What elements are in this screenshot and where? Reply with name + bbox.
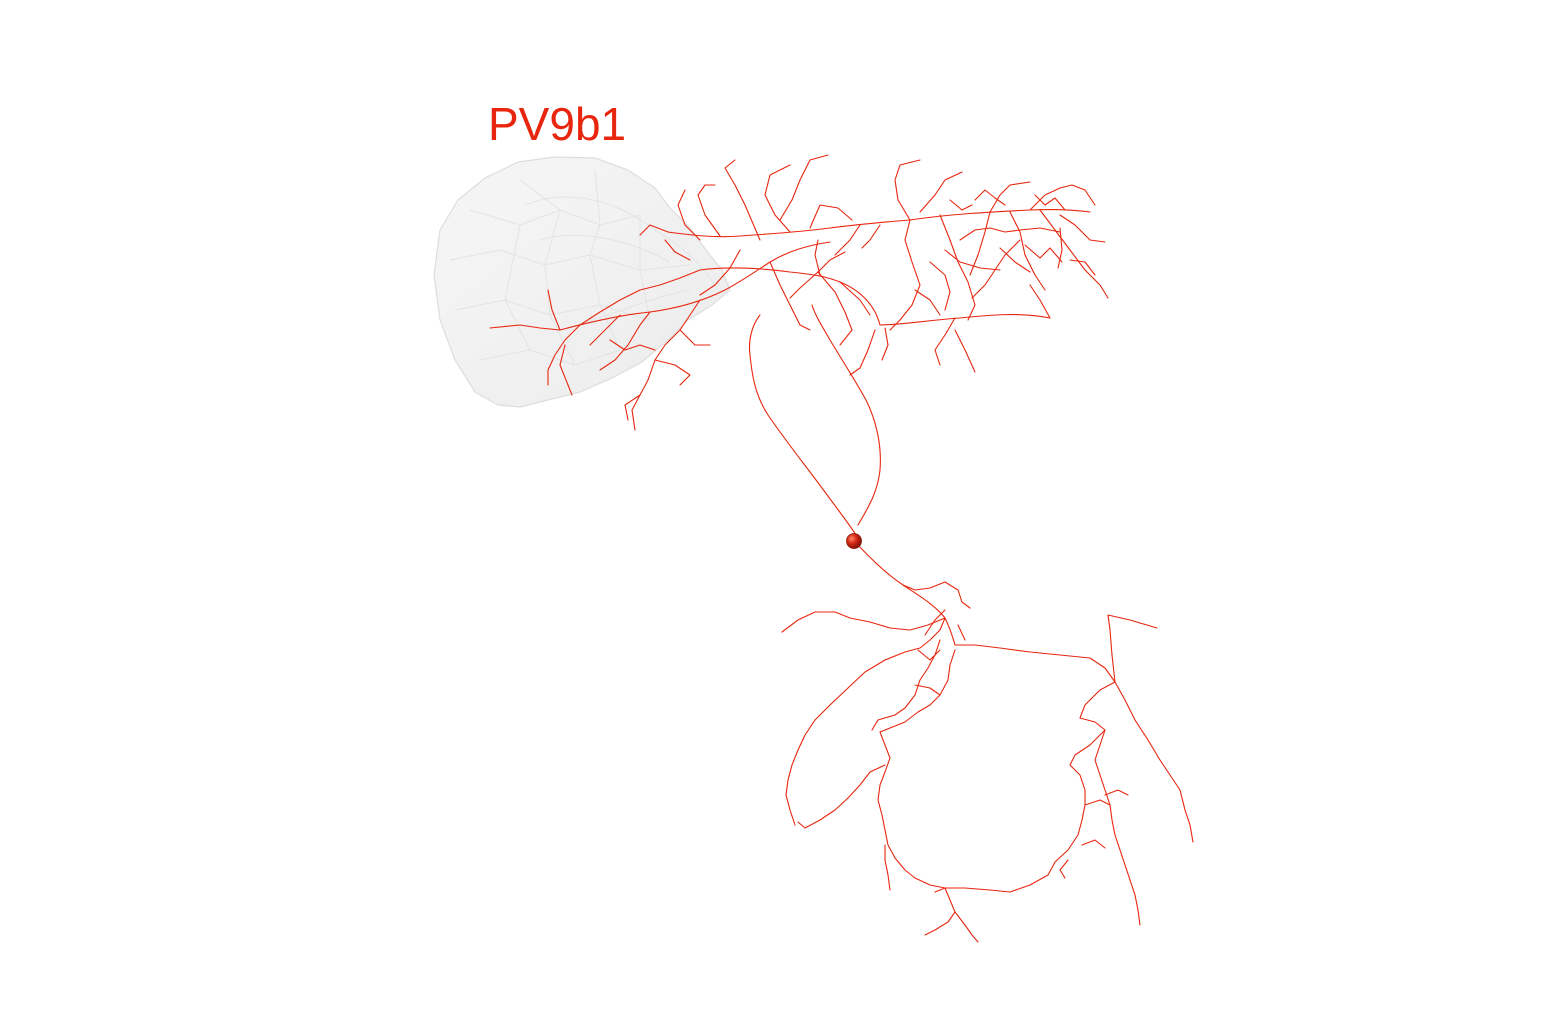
- neurite-branch: [939, 214, 976, 321]
- neurite-branch: [954, 644, 1116, 683]
- neurite-branch: [639, 224, 669, 236]
- neurite-branch: [489, 324, 561, 331]
- neurite-branch: [1079, 681, 1141, 926]
- neurite-branch: [1029, 184, 1096, 211]
- neurite-branch: [1107, 614, 1158, 683]
- neurite-branch: [624, 394, 641, 421]
- neurite-branch: [781, 611, 946, 633]
- neurite-branch: [954, 911, 979, 943]
- neurite-branch: [547, 324, 581, 386]
- neurite-branch: [934, 729, 1106, 893]
- neurite-branch: [1081, 839, 1106, 849]
- soma-sphere: [846, 533, 862, 549]
- neurite-branch: [1114, 681, 1194, 843]
- neurite-branch: [679, 299, 701, 331]
- neurite-branch: [1009, 211, 1046, 291]
- neurite-branch: [924, 609, 946, 636]
- neurite-branch: [959, 227, 1061, 241]
- neuropil-mesh-body: [433, 156, 731, 408]
- neurite-branch: [944, 249, 1001, 271]
- neurite-branch: [547, 289, 561, 331]
- neurite-branch: [779, 154, 829, 221]
- neurite-branch: [654, 359, 691, 386]
- neurite-branch: [1059, 214, 1106, 243]
- lower-arbor-branches: [781, 581, 1194, 943]
- neurite-branch: [764, 164, 791, 233]
- neurite-branch: [631, 329, 681, 431]
- descending-neurite: [857, 544, 956, 646]
- neurite-branch: [974, 189, 1006, 206]
- neurite-branch: [785, 617, 946, 826]
- neuron-label: PV9b1: [488, 98, 627, 150]
- neurite-branch: [919, 171, 963, 213]
- neurite-branch: [894, 159, 921, 221]
- neurite-branch: [839, 281, 871, 316]
- neurite-branch: [724, 159, 761, 241]
- neurite-branch: [917, 649, 941, 661]
- neurite-branch: [817, 271, 853, 346]
- neurite-branch: [949, 199, 973, 211]
- neurite-branch: [579, 269, 701, 326]
- neurite-branch: [934, 317, 956, 366]
- neurite-branch: [902, 581, 971, 609]
- neurite-branch: [999, 247, 1031, 273]
- neurite-branch: [989, 181, 1031, 213]
- upper-trunk-main: [667, 209, 1091, 238]
- upper-trunk-lower: [699, 267, 1051, 326]
- neurite-branch: [1034, 194, 1066, 211]
- neurite-branch: [699, 249, 741, 296]
- neurite-branch: [589, 314, 621, 346]
- neurite-branch: [677, 189, 701, 241]
- neurite-branch: [914, 684, 941, 696]
- neurite-branch: [797, 764, 886, 829]
- primary-neurite-left: [748, 314, 859, 539]
- neurite-branch: [881, 327, 889, 361]
- neurite-branch: [814, 239, 821, 276]
- neurite-branch: [889, 219, 921, 331]
- left-arbor-branches: [489, 224, 711, 431]
- neurite-branch: [559, 344, 573, 396]
- neurite-branch: [679, 329, 711, 346]
- primary-neurite-right: [811, 304, 881, 526]
- neurite-branch: [877, 649, 956, 889]
- neurite-branch: [929, 261, 951, 311]
- neurite-branch: [834, 224, 861, 256]
- neurite-branch: [884, 844, 891, 891]
- neurite-branch: [1057, 227, 1063, 269]
- neurite-branch: [789, 271, 819, 299]
- neurite-branch: [861, 224, 881, 249]
- neurite-branch: [971, 239, 1021, 299]
- neurite-branch: [1069, 259, 1096, 276]
- neurite-branch: [1024, 244, 1063, 263]
- neurite-branch: [609, 339, 656, 351]
- neuropil-mesh: [433, 156, 731, 408]
- neurite-branch: [914, 289, 941, 316]
- neurite-branch: [697, 184, 721, 237]
- neurite-branch: [664, 239, 691, 261]
- neurite-branch: [969, 211, 991, 276]
- neurite-branch: [1029, 284, 1051, 319]
- neurite-branch: [599, 311, 651, 371]
- neurite-branch: [1104, 789, 1129, 796]
- neurite-branch: [817, 251, 846, 273]
- neuron-skeleton: [489, 154, 1194, 943]
- neurite-branch: [1039, 209, 1109, 299]
- neurite-branch: [1084, 799, 1111, 806]
- neurite-branch: [954, 329, 976, 373]
- neurite-branch: [924, 887, 956, 936]
- upper-trunk-left: [559, 241, 831, 331]
- neurite-branch: [769, 261, 811, 331]
- neurite-branch: [957, 624, 966, 641]
- neurite-branch: [1059, 859, 1069, 879]
- neurite-branch: [871, 639, 941, 731]
- neurite-branch: [809, 204, 853, 229]
- neurite-branch: [849, 329, 876, 376]
- upper-arbor-branches: [677, 154, 1109, 376]
